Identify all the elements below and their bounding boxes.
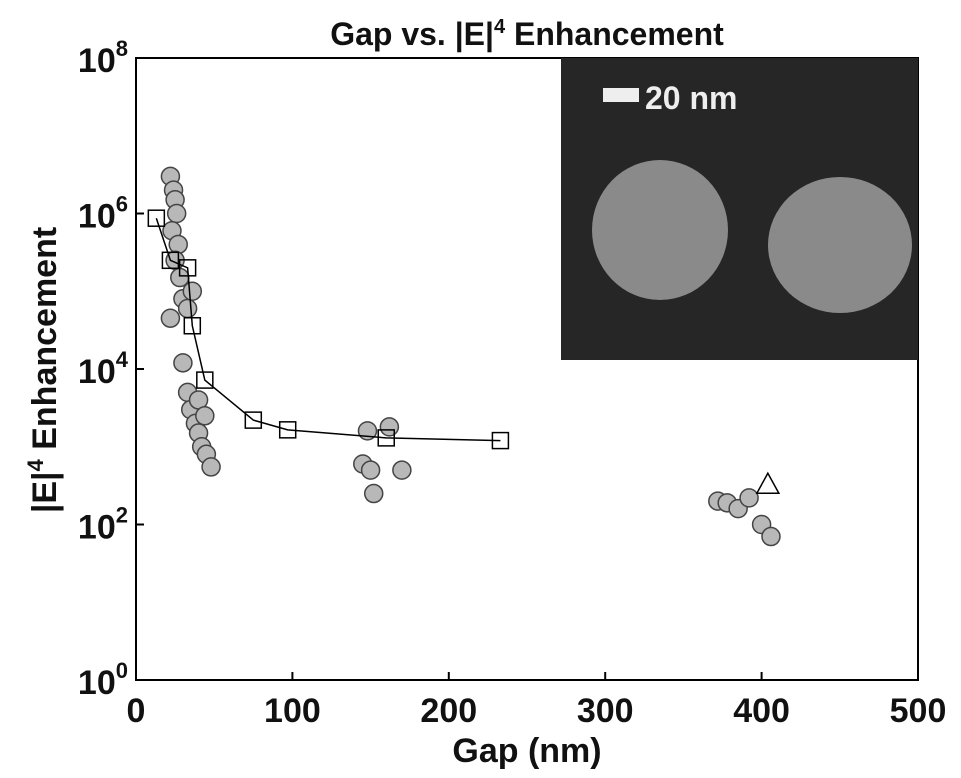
data-point xyxy=(360,460,381,480)
ylabel-sup: 4 xyxy=(23,458,48,471)
scale-bar xyxy=(603,88,639,102)
title-sup: 4 xyxy=(494,16,506,38)
title-main: Gap vs. |E| xyxy=(330,16,494,52)
data-point xyxy=(147,209,166,227)
data-point xyxy=(161,251,180,270)
x-tick-label: 100 xyxy=(264,692,321,730)
data-point xyxy=(178,259,197,277)
inset-image: 20 nm xyxy=(561,58,918,360)
x-tick-label: 500 xyxy=(890,692,947,730)
particle xyxy=(592,160,728,300)
data-point xyxy=(278,421,297,439)
data-point xyxy=(761,526,781,547)
data-point xyxy=(168,234,188,255)
title-rest: Enhancement xyxy=(505,16,724,52)
data-point xyxy=(392,460,412,480)
data-point xyxy=(196,371,214,389)
data-point xyxy=(755,471,781,494)
y-tick-label: 100 xyxy=(78,658,128,702)
x-tick-label: 400 xyxy=(733,692,790,730)
data-point xyxy=(491,431,510,450)
x-tick-label: 0 xyxy=(127,692,146,730)
data-point xyxy=(201,457,221,477)
chart-title: Gap vs. |E|4 Enhancement xyxy=(330,16,724,52)
y-axis-label: |E|4 Enhancement xyxy=(23,227,64,513)
scale-bar-label: 20 nm xyxy=(645,80,737,116)
data-point xyxy=(166,203,187,224)
data-point xyxy=(173,353,193,373)
y-tick-label: 104 xyxy=(78,347,129,391)
x-tick-label: 300 xyxy=(577,692,634,730)
ylabel-main: |E| xyxy=(26,471,64,513)
particle xyxy=(768,177,912,313)
data-point xyxy=(244,411,263,429)
data-point xyxy=(379,417,400,437)
data-point xyxy=(363,483,384,504)
data-point xyxy=(739,488,759,508)
y-tick-label: 108 xyxy=(78,36,128,80)
y-tick-label: 102 xyxy=(78,503,128,547)
data-point xyxy=(160,308,181,328)
x-axis-label: Gap (nm) xyxy=(452,732,601,770)
y-tick-label: 106 xyxy=(78,192,128,236)
data-point xyxy=(182,281,203,301)
data-point xyxy=(183,316,202,335)
data-point xyxy=(377,429,395,447)
x-tick-label: 200 xyxy=(420,692,477,730)
series-line xyxy=(155,217,501,442)
data-point xyxy=(195,406,215,426)
data-point xyxy=(177,298,198,319)
ylabel-rest: Enhancement xyxy=(26,227,64,459)
